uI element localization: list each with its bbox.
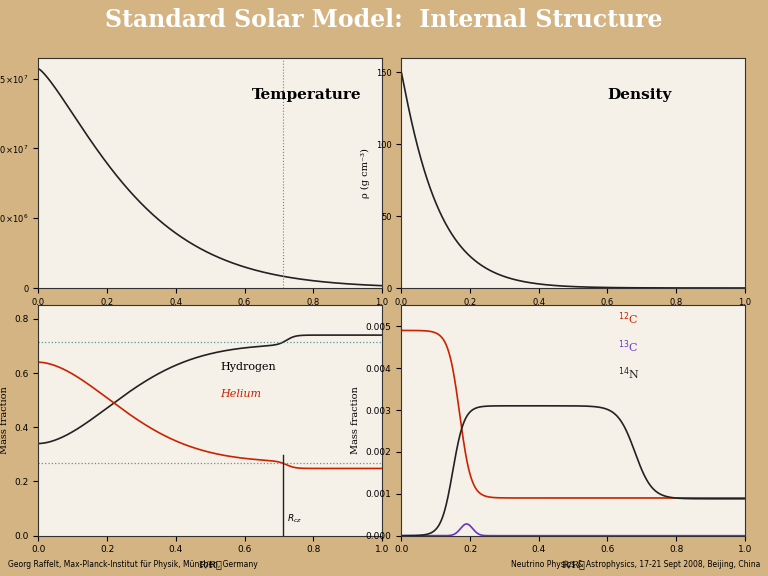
Text: $R_{cz}$: $R_{cz}$ xyxy=(287,513,302,525)
X-axis label: R/R☉: R/R☉ xyxy=(561,312,585,321)
Y-axis label: Mass fraction: Mass fraction xyxy=(351,386,360,454)
Text: Temperature: Temperature xyxy=(251,88,361,102)
Y-axis label: ρ (g cm⁻³): ρ (g cm⁻³) xyxy=(361,148,370,198)
Text: Density: Density xyxy=(607,88,672,102)
Text: $^{14}$N: $^{14}$N xyxy=(617,366,639,382)
Text: $^{13}$C: $^{13}$C xyxy=(617,338,638,355)
Text: Standard Solar Model:  Internal Structure: Standard Solar Model: Internal Structure xyxy=(105,8,663,32)
X-axis label: R/R☉: R/R☉ xyxy=(198,560,222,569)
Text: Helium: Helium xyxy=(220,389,262,399)
Text: Hydrogen: Hydrogen xyxy=(220,362,276,372)
X-axis label: R/R☉: R/R☉ xyxy=(198,312,222,321)
Y-axis label: Mass fraction: Mass fraction xyxy=(0,386,8,454)
Text: Georg Raffelt, Max-Planck-Institut für Physik, München, Germany: Georg Raffelt, Max-Planck-Institut für P… xyxy=(8,560,257,569)
Text: $^{12}$C: $^{12}$C xyxy=(617,310,638,327)
X-axis label: R/R☉: R/R☉ xyxy=(561,560,585,569)
Text: Neutrino Physics & Astrophysics, 17-21 Sept 2008, Beijing, China: Neutrino Physics & Astrophysics, 17-21 S… xyxy=(511,560,760,569)
